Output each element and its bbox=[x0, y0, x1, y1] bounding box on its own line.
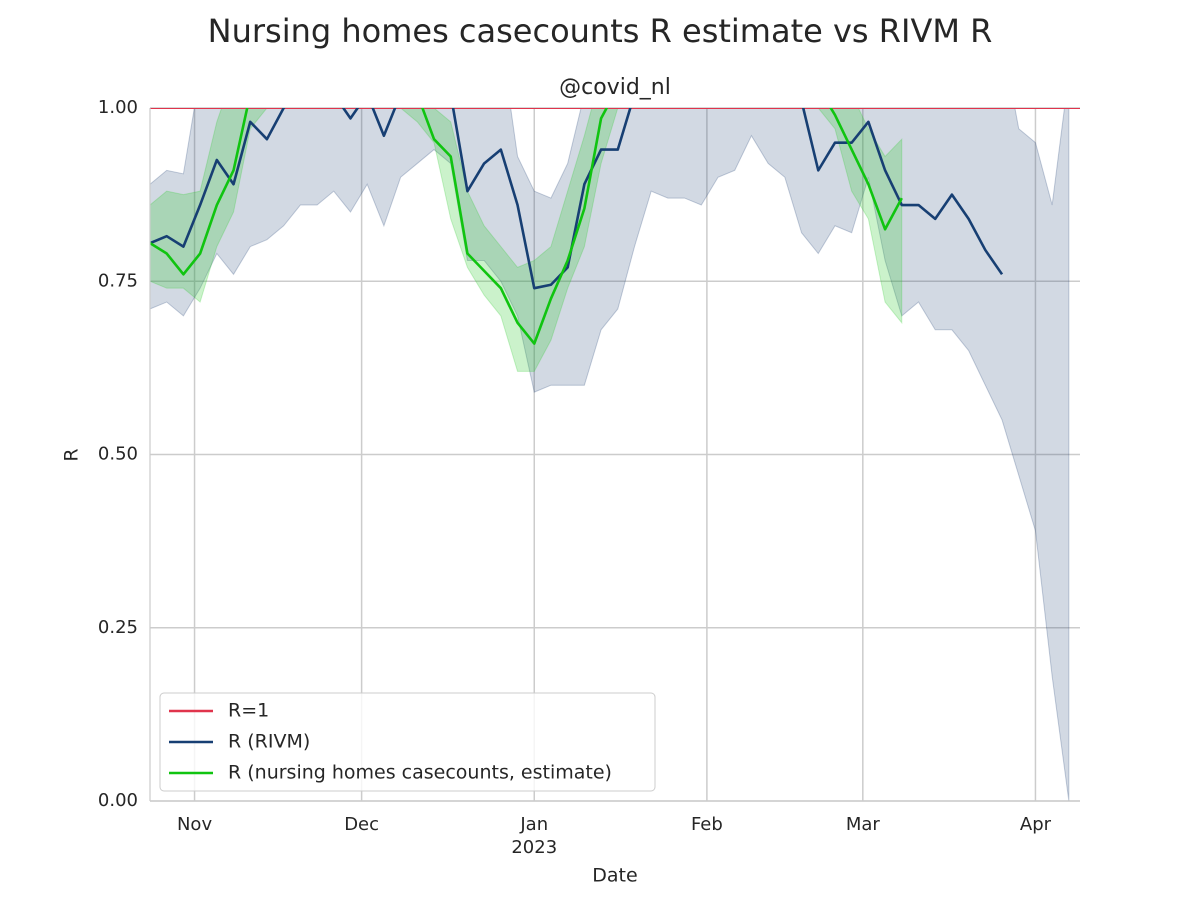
x-tick-label: Mar bbox=[846, 814, 881, 835]
legend-box bbox=[159, 692, 656, 792]
legend-label: R (RIVM) bbox=[228, 731, 310, 753]
y-tick-label: 0.75 bbox=[98, 270, 138, 291]
x-tick-label: Dec bbox=[344, 814, 379, 835]
legend: R=1 R (RIVM) R (nursing homes casecounts, … bbox=[159, 692, 656, 792]
confidence-band bbox=[150, 108, 903, 372]
labels: 0.00 0.25 0.50 0.75 1.00 Nov Dec Jan 2023 Feb Mar A… bbox=[98, 97, 1052, 858]
x-tick-label: Feb bbox=[691, 814, 723, 835]
chart-title: Nursing homes casecounts R estimate vs R… bbox=[208, 12, 993, 50]
y-tick-label: 0.50 bbox=[98, 444, 138, 465]
series-line bbox=[150, 108, 903, 345]
chart-subtitle: @covid_nl bbox=[559, 75, 671, 100]
confidence-band bbox=[150, 108, 1070, 801]
series-line bbox=[150, 108, 1004, 290]
grid bbox=[150, 107, 1080, 802]
y-tick-label: 0.00 bbox=[98, 790, 138, 811]
x-tick-label: Jan 2023 bbox=[511, 814, 557, 858]
x-tick-label: Nov bbox=[177, 814, 212, 835]
x-axis-label: Date bbox=[592, 865, 637, 887]
y-tick-label: 1.00 bbox=[98, 97, 138, 118]
marks bbox=[150, 108, 1080, 801]
legend-label: R=1 bbox=[228, 700, 269, 722]
x-tick-label: Apr bbox=[1020, 814, 1052, 835]
y-tick-label: 0.25 bbox=[98, 617, 138, 638]
legend-label: R (nursing homes casecounts, estimate) bbox=[228, 762, 612, 784]
y-axis-label: R bbox=[61, 448, 83, 461]
